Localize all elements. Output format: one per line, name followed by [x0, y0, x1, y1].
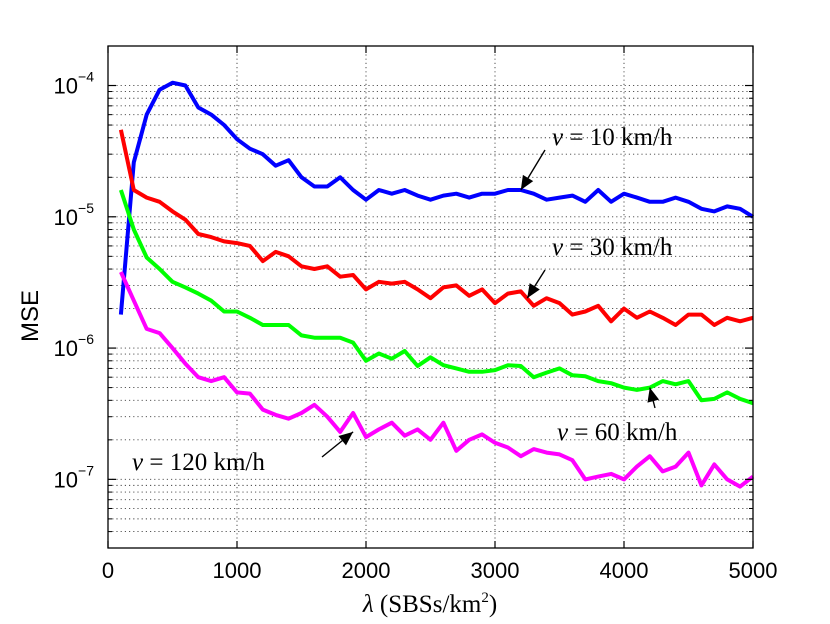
annotation-arrowhead [647, 387, 660, 403]
x-tick-label: 2000 [342, 558, 391, 583]
y-axis-label: MSE [17, 290, 44, 342]
annotation-arrowhead [527, 283, 540, 299]
y-tick-label: 10−7 [54, 462, 95, 492]
annotation-label: v = 30 km/h [552, 234, 673, 261]
x-tick-label: 1000 [213, 558, 262, 583]
series-line-v-120-km-h [119, 271, 755, 489]
y-tick-label: 10−4 [54, 69, 95, 99]
x-axis-units-close: ) [489, 591, 497, 618]
x-axis-symbol: λ [362, 591, 374, 618]
annotation-label: v = 60 km/h [557, 419, 678, 446]
x-tick-label: 3000 [471, 558, 520, 583]
ticks: 0 1000 2000 3000 4000 5000 10−7 10−6 10−5 10−4 [54, 46, 778, 583]
y-tick-label: 10−6 [54, 331, 95, 361]
annotation-arrowhead [338, 431, 354, 446]
series-lines [118, 80, 755, 489]
annotations: v = 10 km/h v = 30 km/h v = 60 km/h v = 120… [132, 124, 678, 476]
x-axis-units: (SBSs/km [380, 591, 482, 618]
annotation-arrowhead [520, 174, 534, 191]
annotation-label: v = 10 km/h [552, 124, 673, 151]
x-axis-units-exponent: 2 [481, 590, 489, 606]
x-tick-label: 0 [102, 558, 114, 583]
series-line-v-60-km-h [118, 189, 754, 406]
x-tick-label: 5000 [729, 558, 778, 583]
x-axis-label: λ (SBSs/km2) [362, 590, 497, 618]
plot-frame [107, 45, 754, 549]
x-tick-label: 4000 [600, 558, 649, 583]
series-line-v-30-km-h [118, 129, 754, 327]
y-tick-label: 10−5 [54, 200, 95, 230]
series-line-v-10-km-h [118, 80, 755, 315]
annotation-label: v = 120 km/h [132, 449, 265, 476]
